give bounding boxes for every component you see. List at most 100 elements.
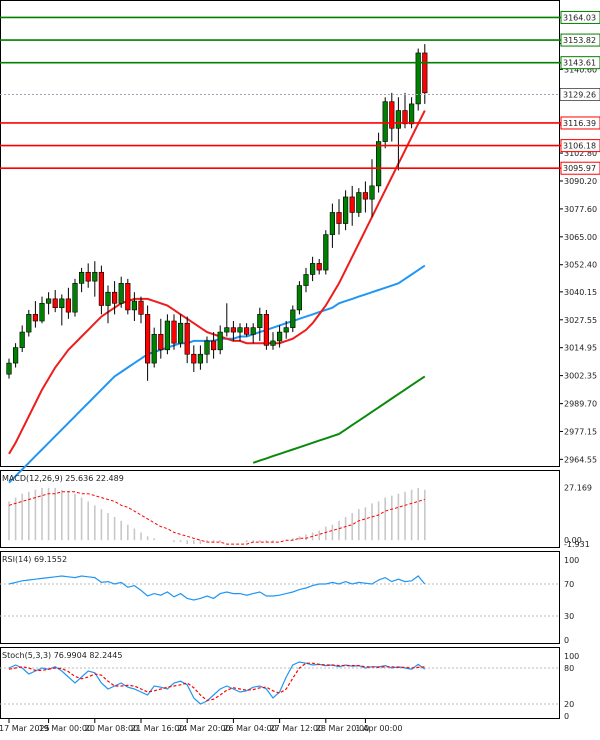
candle <box>178 314 184 348</box>
rsi-layer: 100 70 30 0 <box>0 556 579 645</box>
candle-body <box>85 271 91 282</box>
rsi-y-tick-label: 70 <box>564 580 574 589</box>
candle-body <box>230 327 237 333</box>
candle-body <box>65 298 71 313</box>
candle-body <box>72 283 78 313</box>
candle-body <box>296 285 303 311</box>
stoch-y-tick-label: 0 <box>564 712 569 721</box>
level-label: 3095.97 <box>563 164 596 173</box>
candle <box>230 321 237 341</box>
candle <box>375 132 382 193</box>
candle <box>211 332 217 359</box>
candle-body <box>244 327 250 335</box>
candle <box>131 292 138 322</box>
rsi-pane-label: RSI(14) 69.1552 <box>2 555 67 564</box>
price-y-tick-label: 3040.15 <box>564 288 597 297</box>
x-tick-label: 20 Mar 08:00 <box>85 724 138 733</box>
price-y-tick-label: 3027.55 <box>564 316 597 325</box>
candle-body <box>369 185 375 200</box>
candle-body <box>6 362 12 375</box>
macd-pane-frame <box>0 470 560 548</box>
x-tick-label: 26 Mar 04:00 <box>223 724 276 733</box>
current-price-label: 3129.26 <box>563 90 596 99</box>
x-tick-label: 28 Mar 20:00 <box>316 724 369 733</box>
ma-blue-line <box>8 264 426 484</box>
candle-body <box>171 320 177 344</box>
level-box <box>560 10 600 24</box>
candle <box>263 309 270 350</box>
candle-body <box>349 196 355 213</box>
price-y-tick-label: 2977.15 <box>564 427 597 436</box>
candle-body <box>395 110 402 129</box>
candle <box>85 263 91 288</box>
price-y-tick-label: 2964.55 <box>564 455 597 464</box>
candle-body <box>118 283 124 304</box>
rsi-y-tick-label: 30 <box>564 612 574 621</box>
candle-body <box>342 196 349 224</box>
x-tick-label: 17 Mar 2025 <box>0 724 50 733</box>
candle <box>92 261 98 297</box>
x-tick-label: 21 Mar 16:00 <box>131 724 184 733</box>
candle <box>329 203 336 248</box>
candle <box>98 265 104 315</box>
candle-body <box>45 298 52 304</box>
candle-body <box>145 314 151 364</box>
candle-body <box>309 263 316 275</box>
candle-body <box>112 291 118 304</box>
candle-body <box>402 110 408 125</box>
candle-body <box>105 291 111 306</box>
stoch-d-line <box>8 662 425 702</box>
macd-pane-label: MACD(12,26,9) 25.636 22.489 <box>2 474 124 483</box>
candle <box>65 287 71 319</box>
candle-body <box>151 333 157 364</box>
candle-body <box>217 331 223 351</box>
macd-y-tick-label: 0.00 <box>564 536 582 545</box>
candle <box>52 289 58 313</box>
stoch-y-tick-label: 20 <box>564 700 574 709</box>
candle-body <box>389 101 395 129</box>
candle <box>422 44 428 104</box>
price-y-tick-label: 3140.60 <box>564 65 597 74</box>
price-y-tick-label: 3090.20 <box>564 177 597 186</box>
candle-body <box>138 300 144 315</box>
candle-body <box>323 234 329 271</box>
candle-body <box>415 52 421 105</box>
price-y-tick-label: 3102.80 <box>564 149 597 158</box>
price-y-tick-label: 3077.60 <box>564 205 597 214</box>
candle-body <box>276 331 283 342</box>
candle-body <box>329 212 336 235</box>
rsi-pane-frame <box>0 551 560 644</box>
candle <box>336 199 342 235</box>
candle-body <box>283 327 289 333</box>
price-y-tick-label: 3052.40 <box>564 261 597 270</box>
candle-body <box>375 141 382 187</box>
candle-body <box>164 320 171 351</box>
candle <box>125 278 131 315</box>
price-pane-frame <box>0 0 560 467</box>
level-label: 3106.18 <box>563 142 596 151</box>
candle <box>323 230 329 275</box>
stoch-y-tick-label: 80 <box>564 664 574 673</box>
rsi-y-tick-label: 100 <box>564 556 579 565</box>
level-box <box>560 161 600 175</box>
candle <box>138 296 144 324</box>
candle-body <box>39 302 45 322</box>
candle-body <box>422 52 428 94</box>
candle <box>79 267 85 293</box>
candle <box>316 258 322 275</box>
candle-body <box>191 353 197 364</box>
level-box <box>560 116 600 130</box>
candle <box>250 323 256 344</box>
candle <box>151 327 157 368</box>
macd-y-tick-label: 27.169 <box>564 484 592 493</box>
x-tick-label: 1 Apr 00:00 <box>355 724 402 733</box>
candle-body <box>52 298 58 309</box>
price-layer: 3152.203140.603129.263115.453102.803090.… <box>0 10 600 484</box>
candle <box>72 278 78 317</box>
stoch-pane-label: Stoch(5,3,3) 76.9904 82.2445 <box>2 651 122 660</box>
macd-layer: 27.169 0.00-1.931 <box>8 484 592 549</box>
level-label: 3143.61 <box>563 59 596 68</box>
candle-body <box>197 353 204 364</box>
